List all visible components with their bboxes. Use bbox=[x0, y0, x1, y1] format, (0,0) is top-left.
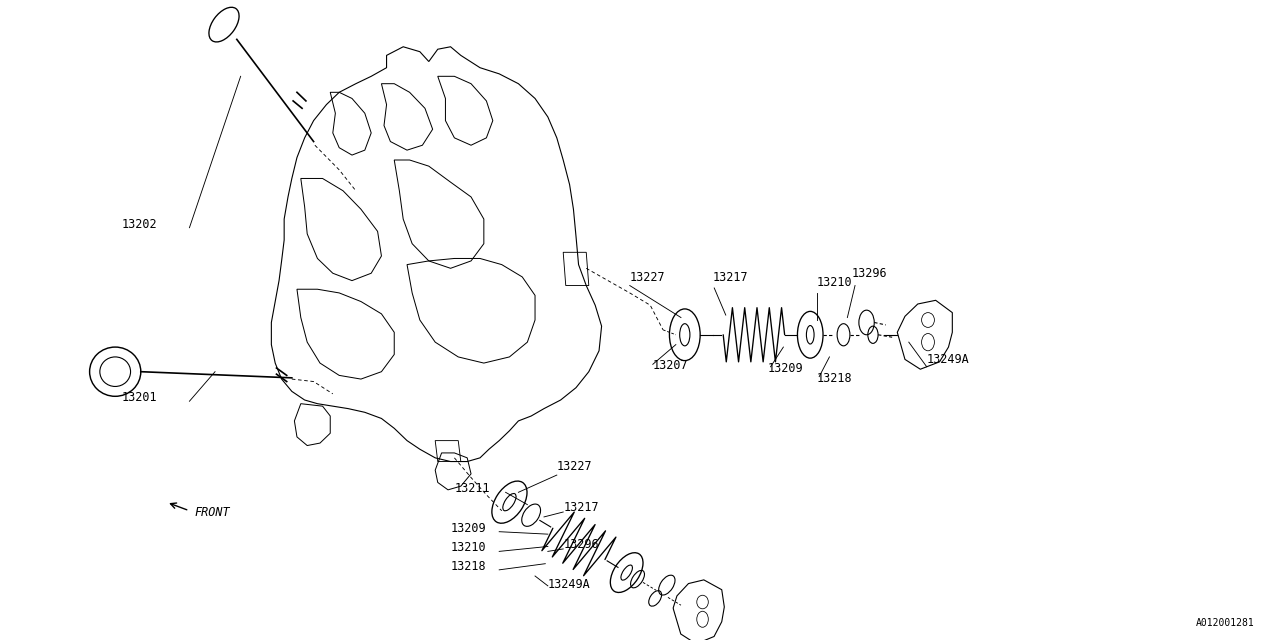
Text: 13218: 13218 bbox=[817, 372, 852, 385]
Text: 13249A: 13249A bbox=[927, 353, 969, 366]
Text: 13209: 13209 bbox=[768, 362, 804, 374]
Text: 13218: 13218 bbox=[451, 560, 486, 573]
Text: 13227: 13227 bbox=[557, 460, 593, 473]
Text: 13296: 13296 bbox=[563, 538, 599, 550]
Text: 13209: 13209 bbox=[451, 522, 486, 534]
Text: 13249A: 13249A bbox=[548, 579, 590, 591]
Text: FRONT: FRONT bbox=[195, 506, 230, 518]
Text: 13201: 13201 bbox=[122, 391, 157, 404]
Text: 13207: 13207 bbox=[653, 359, 689, 372]
Text: 13202: 13202 bbox=[122, 218, 157, 230]
Text: 13217: 13217 bbox=[563, 500, 599, 514]
Text: 13210: 13210 bbox=[817, 276, 852, 289]
Text: 13217: 13217 bbox=[713, 271, 749, 284]
Text: 13227: 13227 bbox=[630, 271, 666, 284]
Text: 13211: 13211 bbox=[454, 483, 490, 495]
Text: 13210: 13210 bbox=[451, 541, 486, 554]
Text: 13296: 13296 bbox=[851, 267, 887, 280]
Text: A012001281: A012001281 bbox=[1196, 618, 1254, 628]
